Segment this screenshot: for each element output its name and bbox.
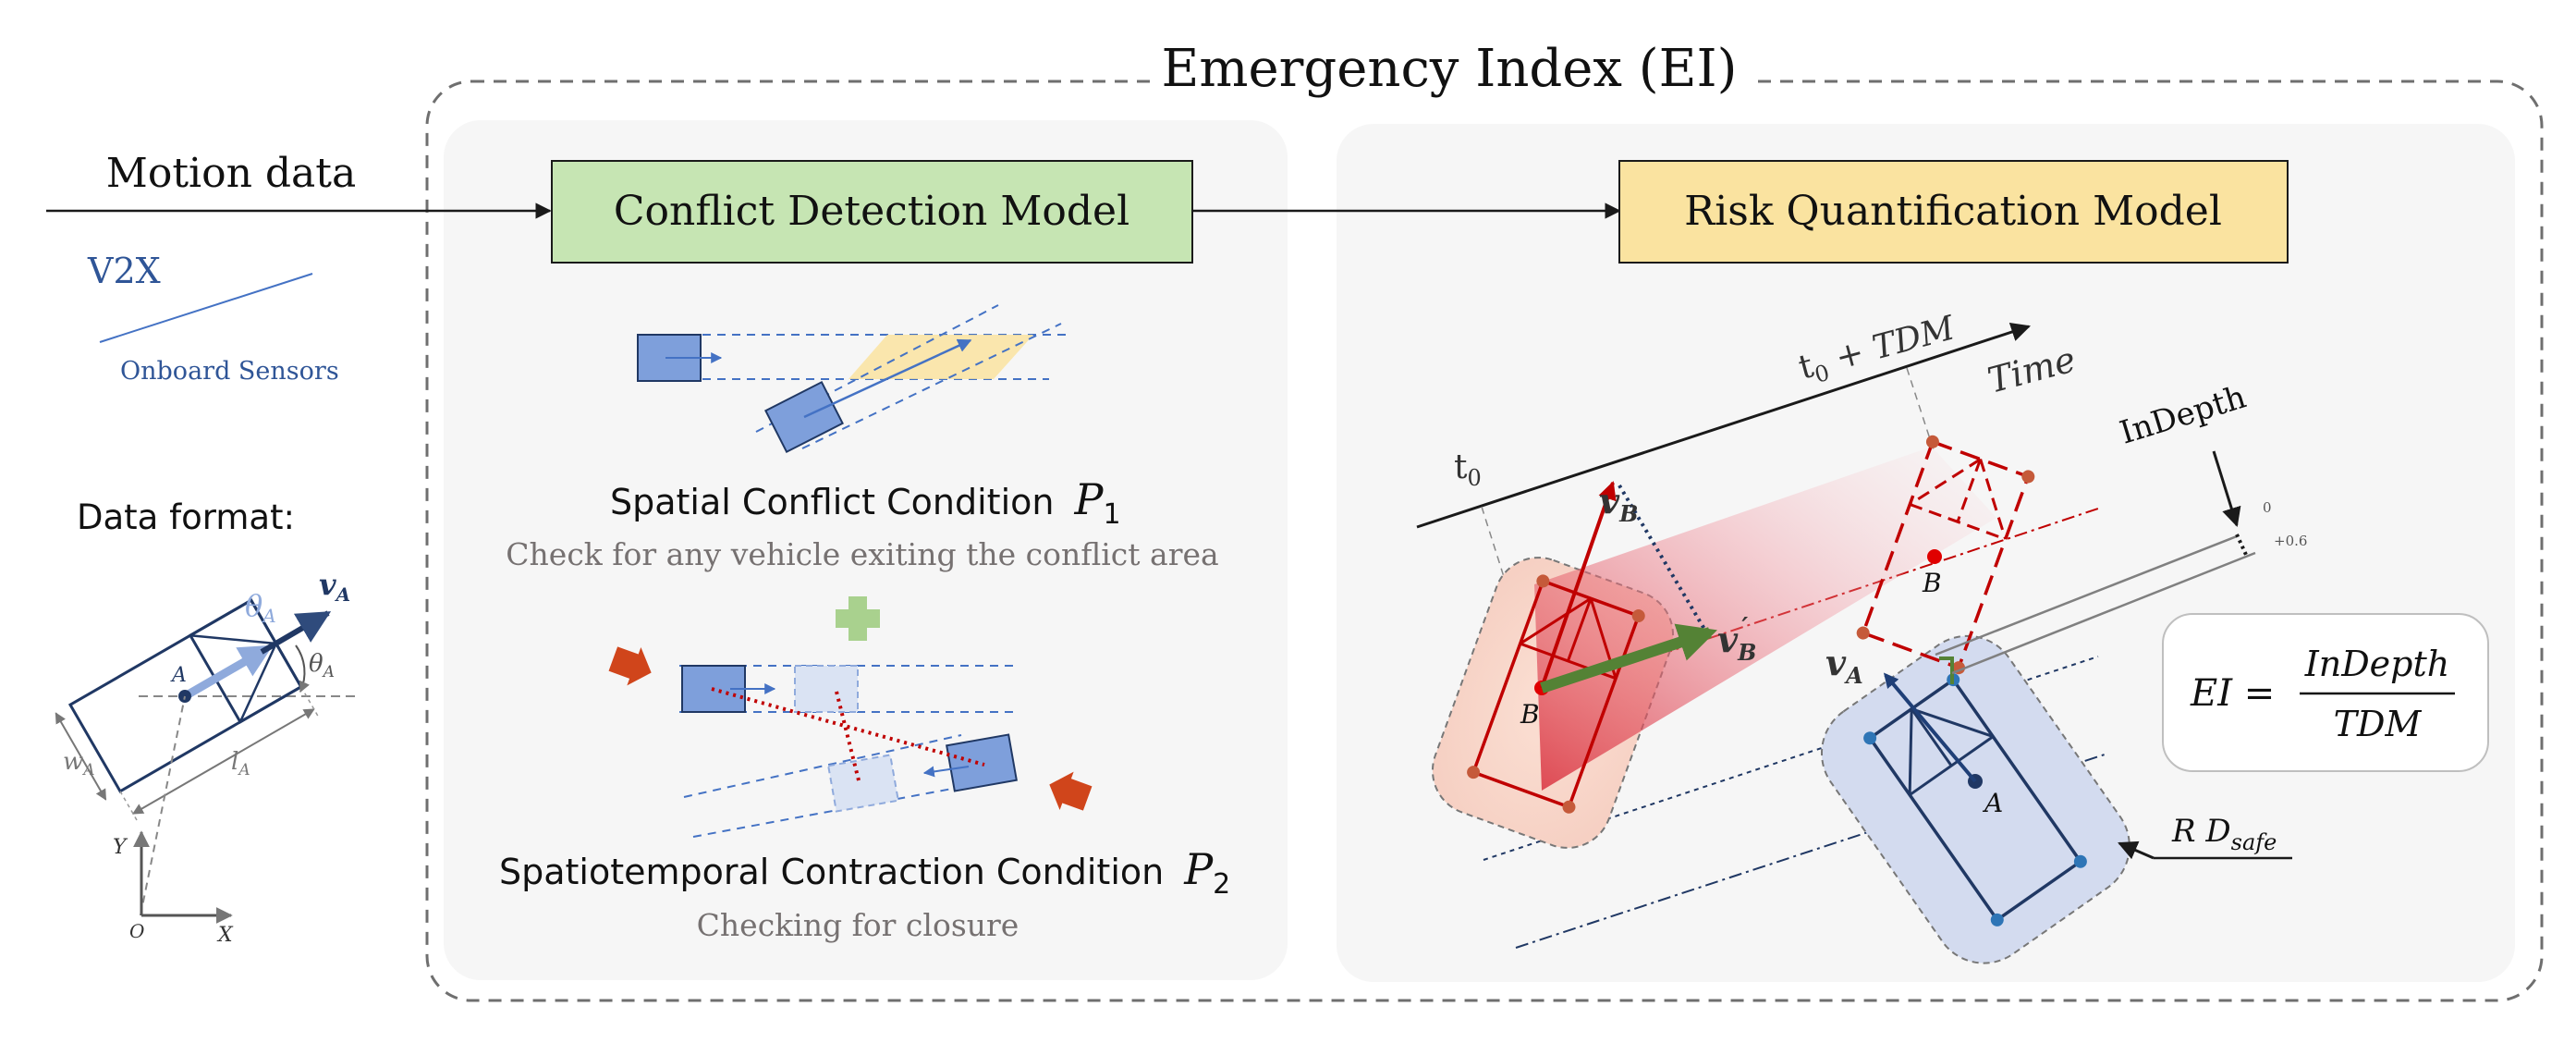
indepth-overlap-mark [1939, 656, 1954, 684]
vehicle-b-future [1856, 435, 2035, 675]
vehicle-b-trajectory-trail [1534, 447, 1996, 791]
theta-angle-label: θA [309, 650, 335, 681]
vehicle-b-future-point [1927, 549, 1942, 564]
time-axis [1416, 322, 2031, 529]
onboard-sensors-label: Onboard Sensors [120, 357, 339, 386]
vehicle-a-future [794, 665, 859, 713]
vb-prime-vector [1540, 623, 1717, 693]
ei-formula-numerator: InDepth [2304, 644, 2450, 684]
vehicle-a [1863, 673, 2087, 926]
indepth-pointer [2212, 450, 2241, 528]
v2x-label: V2X [87, 251, 161, 291]
risk-quantification-model-label: Risk Quantification Model [1684, 188, 2222, 235]
point-b-label: B [1520, 699, 1540, 730]
pressure-arrow-left [608, 646, 652, 686]
heading-dot [244, 650, 259, 665]
width-dimension [55, 712, 107, 801]
vb-label: vB [1599, 480, 1638, 527]
length-label: lA [231, 748, 250, 779]
vb-prime-label: vB′ [1717, 613, 1756, 666]
point-a-label-risk: A [1982, 788, 2003, 818]
theta-label: θA [245, 588, 276, 627]
va-label-risk: vA [1825, 642, 1863, 689]
ei-outer-frame [425, 80, 2544, 1002]
width-label: wA [63, 748, 95, 779]
spatial-conflict-label: Spatial Conflict Condition P1 [610, 474, 1121, 531]
dashed-position-line [140, 695, 186, 916]
contraction-illustration [608, 646, 1093, 838]
vehicle-format-diagram: A θA vA θA wA lA Y X O [55, 567, 360, 947]
vehicle-b-now [946, 733, 1018, 792]
sensor-divider-line [99, 273, 313, 343]
ei-formula-lhs: EI = [2190, 672, 2275, 715]
length-dimension [131, 708, 315, 815]
y-axis-label: Y [113, 836, 128, 859]
data-format-label: Data format: [77, 497, 295, 537]
scale-value-label: +0.6 [2274, 533, 2307, 549]
risk-quantification-model-box [1618, 160, 2289, 264]
motion-data-label: Motion data [106, 150, 356, 197]
contraction-label: Spatiotemporal Contraction Condition P2 [499, 844, 1230, 901]
rd-safe-label: R Dsafe [2171, 813, 2277, 855]
conflict-detection-model-box [551, 160, 1193, 264]
t0-label: t0 [1454, 448, 1482, 491]
conflict-area [848, 335, 1033, 379]
page-title: Emergency Index (EI) [1162, 39, 1738, 99]
origin-label: O [129, 920, 144, 942]
conflict-detection-model-label: Conflict Detection Model [614, 188, 1129, 235]
title-gap [1151, 55, 1752, 107]
contraction-desc: Checking for closure [697, 907, 1019, 943]
rd-safe-pointer [2118, 841, 2155, 860]
point-b-future-label: B [1922, 568, 1942, 598]
theta-arc [295, 644, 310, 693]
risk-scene: Time t0 t0 + TDM B vB [1416, 309, 2489, 964]
vb-vector [1540, 481, 1617, 689]
vehicle-b-future [827, 754, 899, 813]
plus-icon [836, 596, 880, 641]
spatial-conflict-illustration [637, 304, 1068, 454]
ei-formula-denominator: TDM [2334, 704, 2423, 744]
va-label: vA [319, 567, 350, 606]
pressure-arrow-right [1049, 771, 1093, 811]
point-a-label: A [170, 664, 187, 687]
velocity-va-vector [260, 610, 332, 655]
x-axis-label: X [216, 924, 234, 947]
vb-to-vb-prime-dotted [1618, 484, 1707, 632]
va-vector [1883, 672, 1977, 783]
spatial-conflict-desc: Check for any vehicle exiting the confli… [506, 536, 1218, 572]
scale-zero-label: 0 [2263, 499, 2272, 516]
